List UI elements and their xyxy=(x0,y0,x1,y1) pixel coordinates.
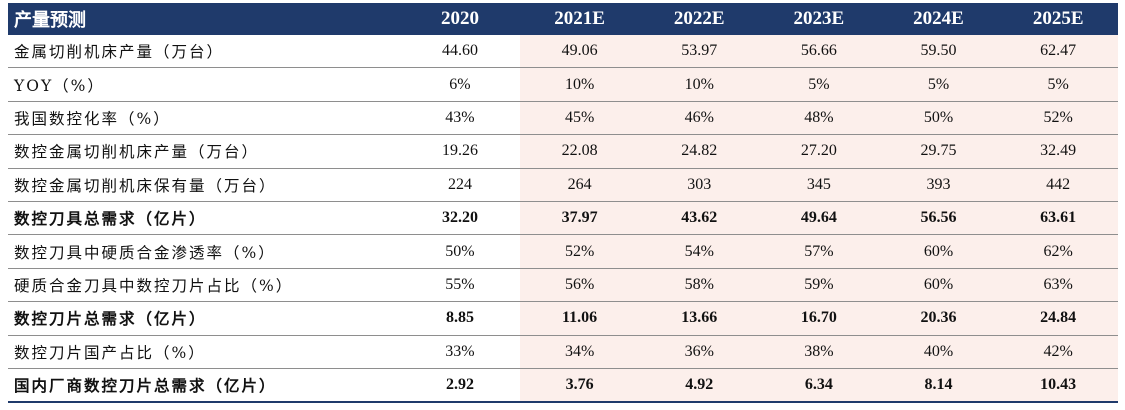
forecast-table: 产量预测 2020 2021E 2022E 2023E 2024E 2025E … xyxy=(8,3,1118,404)
row-value: 32.20 xyxy=(400,201,520,236)
row-value: 52% xyxy=(998,101,1118,136)
row-label: 数控刀片国产占比（%） xyxy=(8,335,401,369)
table-row: 我国数控化率（%） 43% 45% 46% 48% 50% 52% xyxy=(8,101,1118,136)
table-row: 硬质合金刀具中数控刀片占比（%） 55% 56% 58% 59% 60% 63% xyxy=(8,268,1118,303)
row-value: 32.49 xyxy=(998,134,1118,169)
row-label: 数控金属切削机床保有量（万台） xyxy=(8,168,401,202)
header-year: 2022E xyxy=(639,3,760,35)
row-value: 5% xyxy=(759,67,879,102)
table-row: 数控刀片总需求（亿片） 8.85 11.06 13.66 16.70 20.36 24.84 xyxy=(8,301,1118,336)
row-value: 27.20 xyxy=(759,134,879,169)
row-value: 6.34 xyxy=(759,368,879,404)
row-value: 2.92 xyxy=(400,368,520,404)
row-value: 59% xyxy=(759,268,879,303)
row-value: 49.64 xyxy=(759,201,879,236)
row-value: 59.50 xyxy=(878,35,999,69)
row-value: 8.14 xyxy=(878,368,999,404)
row-value: 10% xyxy=(639,67,760,102)
row-value: 37.97 xyxy=(519,201,640,236)
row-value: 50% xyxy=(878,101,999,136)
table-row: YOY（%） 6% 10% 10% 5% 5% 5% xyxy=(8,67,1118,102)
row-value: 52% xyxy=(519,234,640,269)
header-year: 2025E xyxy=(998,3,1118,35)
row-value: 60% xyxy=(878,234,999,269)
row-value: 5% xyxy=(878,67,999,102)
row-value: 8.85 xyxy=(400,301,520,336)
row-label: 国内厂商数控刀片总需求（亿片） xyxy=(8,368,401,404)
table-row: 数控刀具总需求（亿片） 32.20 37.97 43.62 49.64 56.56 63.6… xyxy=(8,201,1118,236)
row-value: 56.66 xyxy=(759,35,879,69)
header-year: 2023E xyxy=(759,3,879,35)
row-value: 36% xyxy=(639,335,760,369)
row-value: 4.92 xyxy=(639,368,760,404)
row-value: 224 xyxy=(400,168,520,202)
row-label: 数控金属切削机床产量（万台） xyxy=(8,134,401,169)
row-value: 63.61 xyxy=(998,201,1118,236)
row-value: 24.84 xyxy=(998,301,1118,336)
row-value: 20.36 xyxy=(878,301,999,336)
row-value: 393 xyxy=(878,168,999,202)
row-value: 42% xyxy=(998,335,1118,369)
row-label: 我国数控化率（%） xyxy=(8,101,401,136)
table-row: 国内厂商数控刀片总需求（亿片） 2.92 3.76 4.92 6.34 8.14 10.43 xyxy=(8,368,1118,404)
row-value: 62% xyxy=(998,234,1118,269)
row-value: 58% xyxy=(639,268,760,303)
row-value: 16.70 xyxy=(759,301,879,336)
row-value: 6% xyxy=(400,67,520,102)
row-value: 10% xyxy=(519,67,640,102)
row-label: YOY（%） xyxy=(8,67,401,102)
table-row: 金属切削机床产量（万台） 44.60 49.06 53.97 56.66 59.50 62.… xyxy=(8,35,1118,69)
row-value: 10.43 xyxy=(998,368,1118,404)
row-label: 数控刀具中硬质合金渗透率（%） xyxy=(8,234,401,269)
row-value: 43% xyxy=(400,101,520,136)
row-value: 34% xyxy=(519,335,640,369)
header-row: 产量预测 2020 2021E 2022E 2023E 2024E 2025E xyxy=(8,3,1118,35)
header-year: 2020 xyxy=(400,3,520,35)
header-year: 2021E xyxy=(519,3,640,35)
row-label: 数控刀具总需求（亿片） xyxy=(8,201,401,236)
row-value: 46% xyxy=(639,101,760,136)
row-label: 数控刀片总需求（亿片） xyxy=(8,301,401,336)
row-value: 44.60 xyxy=(400,35,520,69)
row-value: 442 xyxy=(998,168,1118,202)
row-value: 54% xyxy=(639,234,760,269)
row-label: 金属切削机床产量（万台） xyxy=(8,35,401,69)
row-value: 22.08 xyxy=(519,134,640,169)
row-value: 24.82 xyxy=(639,134,760,169)
row-value: 50% xyxy=(400,234,520,269)
row-value: 11.06 xyxy=(519,301,640,336)
row-value: 345 xyxy=(759,168,879,202)
row-value: 45% xyxy=(519,101,640,136)
row-value: 56.56 xyxy=(878,201,999,236)
header-label: 产量预测 xyxy=(8,3,401,35)
row-value: 57% xyxy=(759,234,879,269)
row-value: 264 xyxy=(519,168,640,202)
row-value: 19.26 xyxy=(400,134,520,169)
header-year: 2024E xyxy=(878,3,999,35)
row-value: 13.66 xyxy=(639,301,760,336)
row-value: 60% xyxy=(878,268,999,303)
table-row: 数控刀片国产占比（%） 33% 34% 36% 38% 40% 42% xyxy=(8,335,1118,369)
table-row: 数控金属切削机床保有量（万台） 224 264 303 345 393 442 xyxy=(8,168,1118,202)
row-value: 49.06 xyxy=(519,35,640,69)
row-value: 33% xyxy=(400,335,520,369)
row-value: 63% xyxy=(998,268,1118,303)
table-row: 数控刀具中硬质合金渗透率（%） 50% 52% 54% 57% 60% 62% xyxy=(8,234,1118,269)
row-value: 38% xyxy=(759,335,879,369)
row-value: 55% xyxy=(400,268,520,303)
row-value: 53.97 xyxy=(639,35,760,69)
row-value: 29.75 xyxy=(878,134,999,169)
row-value: 40% xyxy=(878,335,999,369)
row-value: 5% xyxy=(998,67,1118,102)
row-label: 硬质合金刀具中数控刀片占比（%） xyxy=(8,268,401,303)
table-row: 数控金属切削机床产量（万台） 19.26 22.08 24.82 27.20 29.75 3… xyxy=(8,134,1118,169)
row-value: 62.47 xyxy=(998,35,1118,69)
row-value: 56% xyxy=(519,268,640,303)
row-value: 3.76 xyxy=(519,368,640,404)
row-value: 303 xyxy=(639,168,760,202)
row-value: 43.62 xyxy=(639,201,760,236)
row-value: 48% xyxy=(759,101,879,136)
